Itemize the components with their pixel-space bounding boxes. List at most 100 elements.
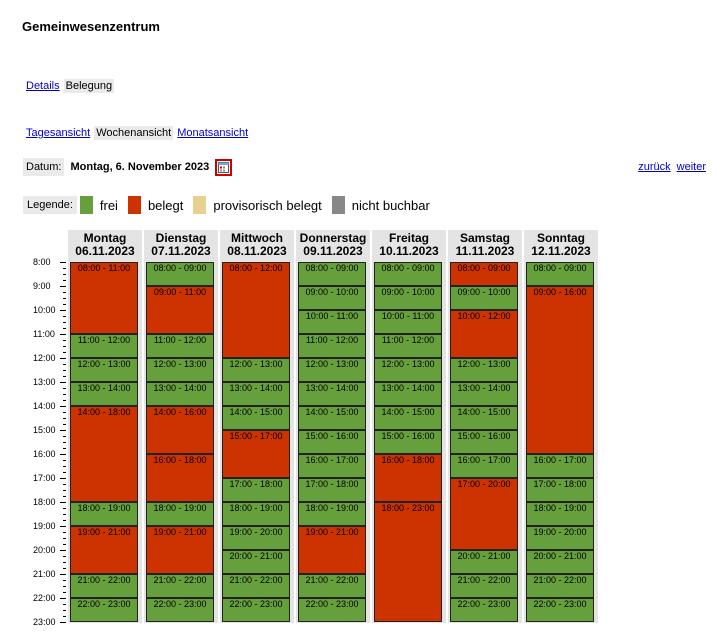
slot-frei[interactable]: 22:00 - 23:00 bbox=[450, 598, 518, 622]
slot-frei[interactable]: 10:00 - 11:00 bbox=[374, 310, 442, 334]
minor-tick bbox=[63, 424, 66, 425]
slot-belegt[interactable]: 08:00 - 12:00 bbox=[222, 262, 290, 358]
slot-frei[interactable]: 16:00 - 17:00 bbox=[298, 454, 366, 478]
slot-frei[interactable]: 21:00 - 22:00 bbox=[450, 574, 518, 598]
hour-label: 16:00 bbox=[33, 449, 56, 459]
slot-belegt[interactable]: 10:00 - 12:00 bbox=[450, 310, 518, 358]
slot-frei[interactable]: 20:00 - 21:00 bbox=[450, 550, 518, 574]
slot-frei[interactable]: 09:00 - 10:00 bbox=[374, 286, 442, 310]
slot-frei[interactable]: 17:00 - 18:00 bbox=[526, 478, 594, 502]
slot-frei[interactable]: 19:00 - 20:00 bbox=[222, 526, 290, 550]
slot-frei[interactable]: 12:00 - 13:00 bbox=[450, 358, 518, 382]
slot-frei[interactable]: 20:00 - 21:00 bbox=[222, 550, 290, 574]
minor-tick bbox=[63, 370, 66, 371]
slot-frei[interactable]: 18:00 - 19:00 bbox=[146, 502, 214, 526]
minor-tick bbox=[63, 520, 66, 521]
day-name: Freitag bbox=[388, 231, 429, 245]
slot-frei[interactable]: 16:00 - 17:00 bbox=[450, 454, 518, 478]
slot-frei[interactable]: 21:00 - 22:00 bbox=[70, 574, 138, 598]
slot-belegt[interactable]: 18:00 - 23:00 bbox=[374, 502, 442, 622]
tab-belegung[interactable]: Belegung bbox=[63, 79, 115, 93]
slot-frei[interactable]: 18:00 - 19:00 bbox=[526, 502, 594, 526]
slot-frei[interactable]: 22:00 - 23:00 bbox=[222, 598, 290, 622]
slot-frei[interactable]: 18:00 - 19:00 bbox=[222, 502, 290, 526]
legend-item-frei: frei bbox=[79, 196, 118, 214]
hour-tick bbox=[60, 430, 66, 431]
slot-frei[interactable]: 15:00 - 16:00 bbox=[298, 430, 366, 454]
slot-frei[interactable]: 22:00 - 23:00 bbox=[70, 598, 138, 622]
legend-item-label: frei bbox=[99, 197, 118, 213]
minor-tick bbox=[63, 460, 66, 461]
legend-swatch bbox=[193, 196, 207, 214]
day-column-montag: Montag 06.11.2023 08:00 - 11:00 11:00 - 12:… bbox=[68, 230, 142, 623]
slot-belegt[interactable]: 08:00 - 11:00 bbox=[70, 262, 138, 334]
back-link[interactable]: zurück bbox=[638, 161, 671, 173]
slot-frei[interactable]: 08:00 - 09:00 bbox=[146, 262, 214, 286]
tab-wochenansicht[interactable]: Wochenansicht bbox=[94, 126, 174, 140]
slot-frei[interactable]: 13:00 - 14:00 bbox=[450, 382, 518, 406]
slot-frei[interactable]: 12:00 - 13:00 bbox=[374, 358, 442, 382]
slot-frei[interactable]: 22:00 - 23:00 bbox=[146, 598, 214, 622]
slot-belegt[interactable]: 09:00 - 16:00 bbox=[526, 286, 594, 454]
slot-frei[interactable]: 18:00 - 19:00 bbox=[298, 502, 366, 526]
slot-frei[interactable]: 22:00 - 23:00 bbox=[298, 598, 366, 622]
slot-belegt[interactable]: 19:00 - 21:00 bbox=[146, 526, 214, 574]
slot-frei[interactable]: 21:00 - 22:00 bbox=[298, 574, 366, 598]
slot-frei[interactable]: 08:00 - 09:00 bbox=[298, 262, 366, 286]
slot-belegt[interactable]: 16:00 - 18:00 bbox=[374, 454, 442, 502]
slot-frei[interactable]: 14:00 - 15:00 bbox=[450, 406, 518, 430]
slot-frei[interactable]: 08:00 - 09:00 bbox=[374, 262, 442, 286]
slot-frei[interactable]: 14:00 - 15:00 bbox=[222, 406, 290, 430]
hour-tick bbox=[60, 502, 66, 503]
slot-frei[interactable]: 14:00 - 15:00 bbox=[374, 406, 442, 430]
slot-frei[interactable]: 22:00 - 23:00 bbox=[526, 598, 594, 622]
slot-belegt[interactable]: 14:00 - 18:00 bbox=[70, 406, 138, 502]
minor-tick bbox=[63, 592, 66, 593]
slot-belegt[interactable]: 08:00 - 09:00 bbox=[450, 262, 518, 286]
slot-belegt[interactable]: 15:00 - 17:00 bbox=[222, 430, 290, 478]
slot-frei[interactable]: 13:00 - 14:00 bbox=[70, 382, 138, 406]
slot-belegt[interactable]: 16:00 - 18:00 bbox=[146, 454, 214, 502]
slot-frei[interactable]: 21:00 - 22:00 bbox=[146, 574, 214, 598]
slot-frei[interactable]: 21:00 - 22:00 bbox=[222, 574, 290, 598]
slot-frei[interactable]: 11:00 - 12:00 bbox=[146, 334, 214, 358]
slot-frei[interactable]: 15:00 - 16:00 bbox=[450, 430, 518, 454]
slot-frei[interactable]: 10:00 - 11:00 bbox=[298, 310, 366, 334]
slot-frei[interactable]: 14:00 - 15:00 bbox=[298, 406, 366, 430]
slot-frei[interactable]: 15:00 - 16:00 bbox=[374, 430, 442, 454]
slot-frei[interactable]: 12:00 - 13:00 bbox=[298, 358, 366, 382]
minor-tick bbox=[63, 376, 66, 377]
slot-belegt[interactable]: 14:00 - 16:00 bbox=[146, 406, 214, 454]
slot-frei[interactable]: 11:00 - 12:00 bbox=[70, 334, 138, 358]
day-column-mittwoch: Mittwoch 08.11.2023 08:00 - 12:00 12:00 - 1… bbox=[220, 230, 294, 623]
slot-frei[interactable]: 12:00 - 13:00 bbox=[146, 358, 214, 382]
slot-frei[interactable]: 09:00 - 10:00 bbox=[450, 286, 518, 310]
slot-frei[interactable]: 20:00 - 21:00 bbox=[526, 550, 594, 574]
slot-belegt[interactable]: 17:00 - 20:00 bbox=[450, 478, 518, 550]
slot-frei[interactable]: 13:00 - 14:00 bbox=[222, 382, 290, 406]
slot-frei[interactable]: 21:00 - 22:00 bbox=[526, 574, 594, 598]
slot-frei[interactable]: 13:00 - 14:00 bbox=[298, 382, 366, 406]
slot-frei[interactable]: 17:00 - 18:00 bbox=[298, 478, 366, 502]
tab-tagesansicht[interactable]: Tagesansicht bbox=[26, 127, 91, 139]
slot-frei[interactable]: 17:00 - 18:00 bbox=[222, 478, 290, 502]
slot-frei[interactable]: 11:00 - 12:00 bbox=[298, 334, 366, 358]
slot-belegt[interactable]: 09:00 - 11:00 bbox=[146, 286, 214, 334]
calendar-button[interactable] bbox=[215, 158, 233, 176]
slot-belegt[interactable]: 19:00 - 21:00 bbox=[70, 526, 138, 574]
tab-monatsansicht[interactable]: Monatsansicht bbox=[177, 127, 249, 139]
slot-frei[interactable]: 18:00 - 19:00 bbox=[70, 502, 138, 526]
tab-details[interactable]: Details bbox=[26, 80, 60, 92]
minor-tick bbox=[63, 304, 66, 305]
slot-frei[interactable]: 12:00 - 13:00 bbox=[222, 358, 290, 382]
slot-frei[interactable]: 08:00 - 09:00 bbox=[526, 262, 594, 286]
slot-belegt[interactable]: 19:00 - 21:00 bbox=[298, 526, 366, 574]
slot-frei[interactable]: 09:00 - 10:00 bbox=[298, 286, 366, 310]
slot-frei[interactable]: 11:00 - 12:00 bbox=[374, 334, 442, 358]
slot-frei[interactable]: 13:00 - 14:00 bbox=[374, 382, 442, 406]
forward-link[interactable]: weiter bbox=[676, 161, 706, 173]
slot-frei[interactable]: 12:00 - 13:00 bbox=[70, 358, 138, 382]
slot-frei[interactable]: 13:00 - 14:00 bbox=[146, 382, 214, 406]
slot-frei[interactable]: 16:00 - 17:00 bbox=[526, 454, 594, 478]
slot-frei[interactable]: 19:00 - 20:00 bbox=[526, 526, 594, 550]
